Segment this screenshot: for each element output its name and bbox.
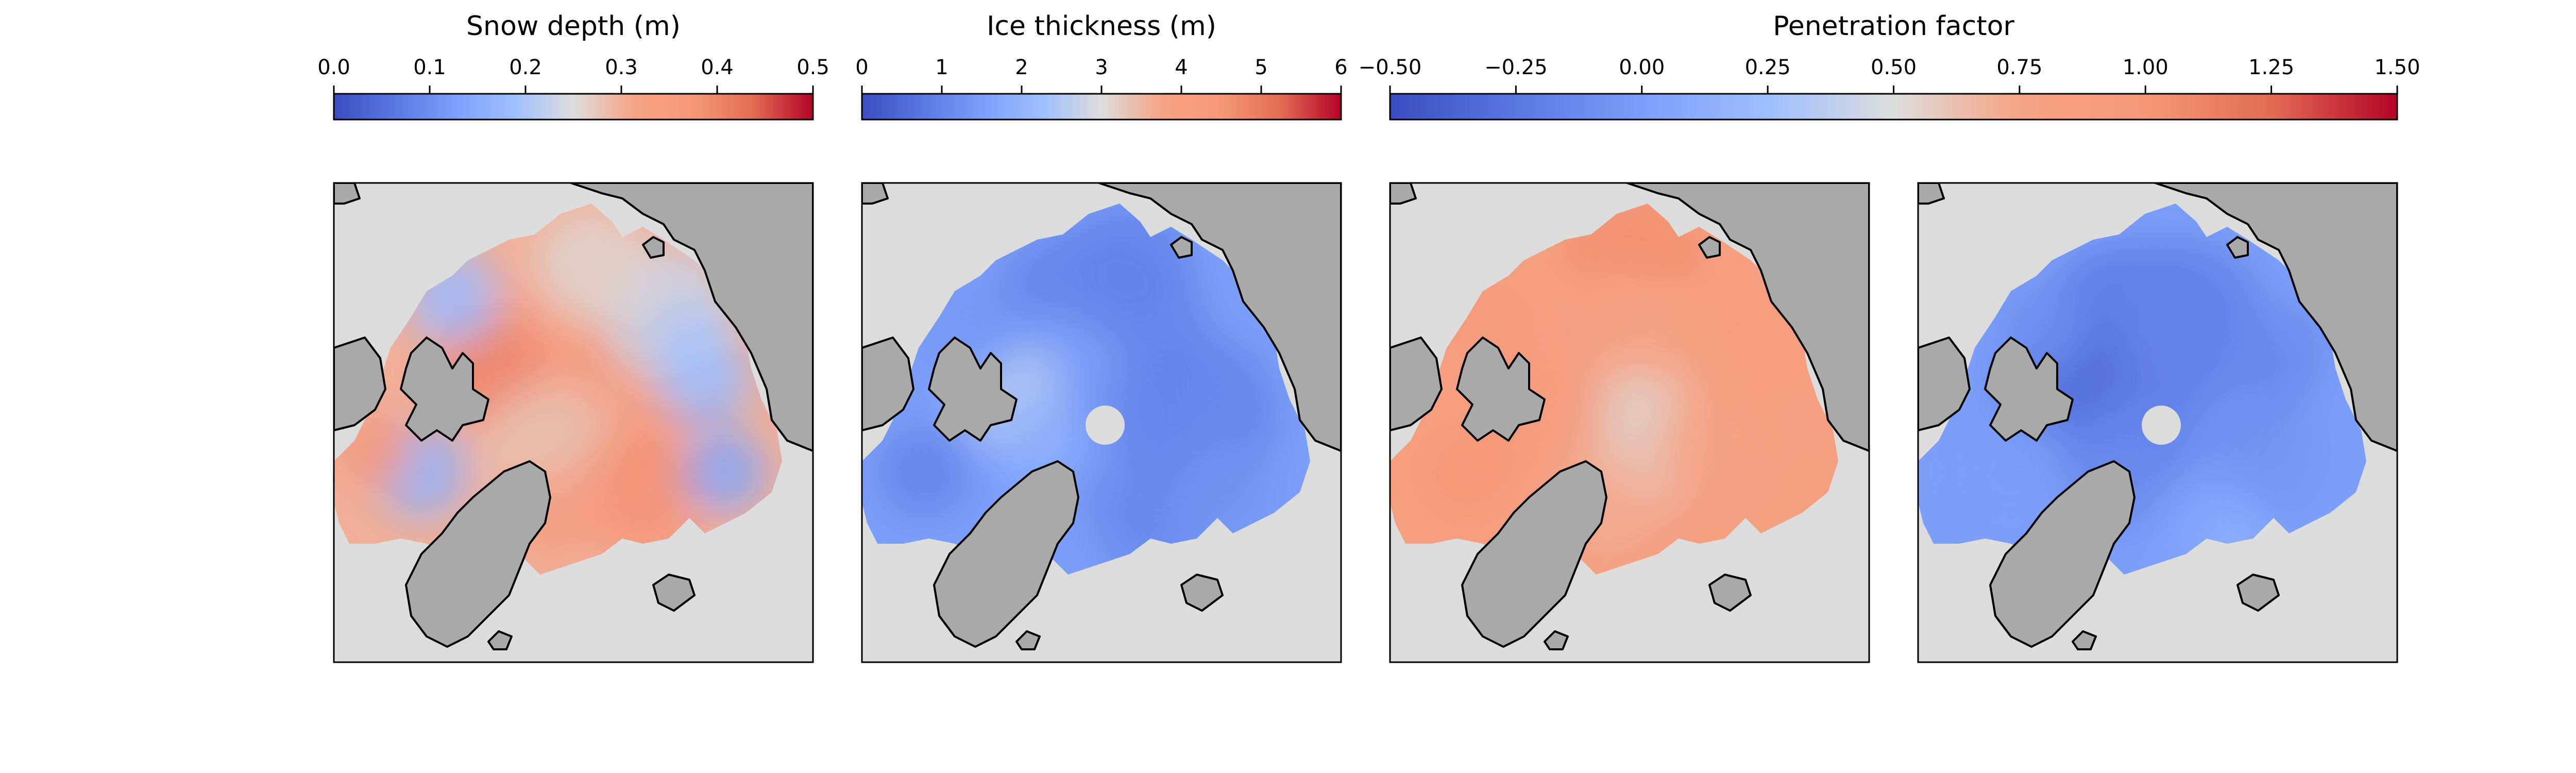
colorbar-tick-label: 0.0: [317, 56, 350, 79]
greenland-land: [1461, 460, 1607, 648]
greenland-land: [405, 460, 551, 648]
colorbar-tick-label: 0.2: [509, 56, 542, 79]
field-blob: [1411, 415, 1524, 528]
field-blob: [1745, 384, 1828, 466]
field-blob: [684, 430, 767, 513]
map-frame: [333, 182, 814, 663]
colorbar-tick-label: 0.00: [1619, 56, 1665, 79]
colorbar-tick-label: 0.3: [605, 56, 638, 79]
eurasia-land: [1098, 183, 1341, 452]
colorbar-3: Penetration factor −0.50 −0.25 0.00 0.25 0.50…: [1359, 11, 2420, 121]
field-blob: [877, 425, 970, 518]
iceland-land: [1015, 574, 1224, 650]
map-panel-3: [1389, 182, 1870, 663]
field-blob: [2227, 301, 2330, 405]
field-blob: [653, 307, 736, 389]
map-panel-2: [861, 182, 1342, 663]
colorbar-tick-label: 0: [855, 56, 868, 79]
land: [334, 183, 813, 650]
svalbard-land: [1698, 236, 1721, 259]
map-panel-1: [333, 182, 814, 663]
map-frame: [1917, 182, 2398, 663]
colorbar-title: Snow depth (m): [466, 11, 681, 42]
colorbar-2: Ice thickness (m) 0 1 2 3 4 5 6: [855, 11, 1348, 121]
greenland-land: [1989, 460, 2136, 648]
svalbard-land: [2226, 236, 2249, 259]
colorbar-gradient: [333, 93, 814, 121]
colorbar-1: Snow depth (m) 0.0 0.1 0.2 0.3 0.4 0.5: [317, 11, 829, 121]
iceland-land: [2072, 574, 2280, 650]
colorbar-tick-label: 2: [1015, 56, 1028, 79]
colorbars: Snow depth (m) 0.0 0.1 0.2 0.3 0.4 0.5 Ice thic…: [317, 11, 2420, 121]
land: [862, 183, 1341, 650]
svalbard-land: [642, 236, 665, 259]
greenland-land: [933, 460, 1079, 648]
colorbar-tick-label: 1.50: [2374, 56, 2420, 79]
colorbar-gradient: [861, 93, 1342, 121]
colorbar-title: Ice thickness (m): [987, 11, 1216, 42]
sea-ice-field: [1918, 204, 2366, 575]
field-blob: [1949, 410, 2073, 533]
colorbar-tick-label: 3: [1095, 56, 1108, 79]
svalbard-land: [1170, 236, 1193, 259]
north-america-land: [334, 183, 386, 431]
land: [1918, 183, 2397, 650]
maps: [333, 182, 2398, 663]
colorbar-tick-label: 0.25: [1745, 56, 1791, 79]
north-america-land: [1390, 183, 1443, 431]
eurasia-land: [1626, 183, 1869, 452]
canadian-archipelago-land: [1984, 337, 2074, 442]
field-blob: [1171, 441, 1274, 544]
colorbar-tick-label: 1.00: [2123, 56, 2168, 79]
field-blob: [576, 425, 710, 559]
eurasia-land: [570, 183, 813, 452]
colorbar-title: Penetration factor: [1773, 11, 2014, 42]
colorbar-tick-label: 1: [935, 56, 948, 79]
colorbar-tick-label: 0.1: [413, 56, 446, 79]
pole-hole: [1086, 406, 1125, 445]
iceland-land: [1544, 574, 1752, 650]
pole-hole: [2142, 406, 2181, 445]
colorbar-tick-label: 1.25: [2248, 56, 2294, 79]
north-america-land: [862, 183, 914, 431]
colorbar-tick-label: 0.5: [796, 56, 829, 79]
sea-ice-field: [862, 204, 1310, 575]
map-frame: [861, 182, 1342, 663]
iceland-land: [487, 574, 696, 650]
canadian-archipelago-land: [928, 337, 1018, 442]
north-america-land: [1918, 183, 1971, 431]
eurasia-land: [2154, 183, 2397, 452]
colorbar-tick-label: 0.75: [1996, 56, 2042, 79]
land: [1390, 183, 1869, 650]
colorbar-tick-label: 5: [1255, 56, 1267, 79]
map-panel-4: [1917, 182, 2398, 663]
colorbar-tick-label: −0.25: [1484, 56, 1548, 79]
field-blob: [2109, 240, 2263, 394]
colorbar-tick-label: 0.4: [701, 56, 734, 79]
field-blob: [996, 394, 1089, 487]
field-blob: [1068, 204, 1192, 327]
map-frame: [1389, 182, 1870, 663]
colorbar-tick-label: −0.50: [1359, 56, 1422, 79]
colorbar-tick-label: 4: [1175, 56, 1188, 79]
colorbar-gradient: [1389, 93, 2398, 121]
field-blob: [535, 209, 648, 322]
colorbar-tick-label: 0.50: [1871, 56, 1917, 79]
canadian-archipelago-land: [400, 337, 489, 442]
sea-ice-field: [334, 204, 782, 575]
colorbar-tick-label: 6: [1334, 56, 1347, 79]
canadian-archipelago-land: [1456, 337, 1546, 442]
